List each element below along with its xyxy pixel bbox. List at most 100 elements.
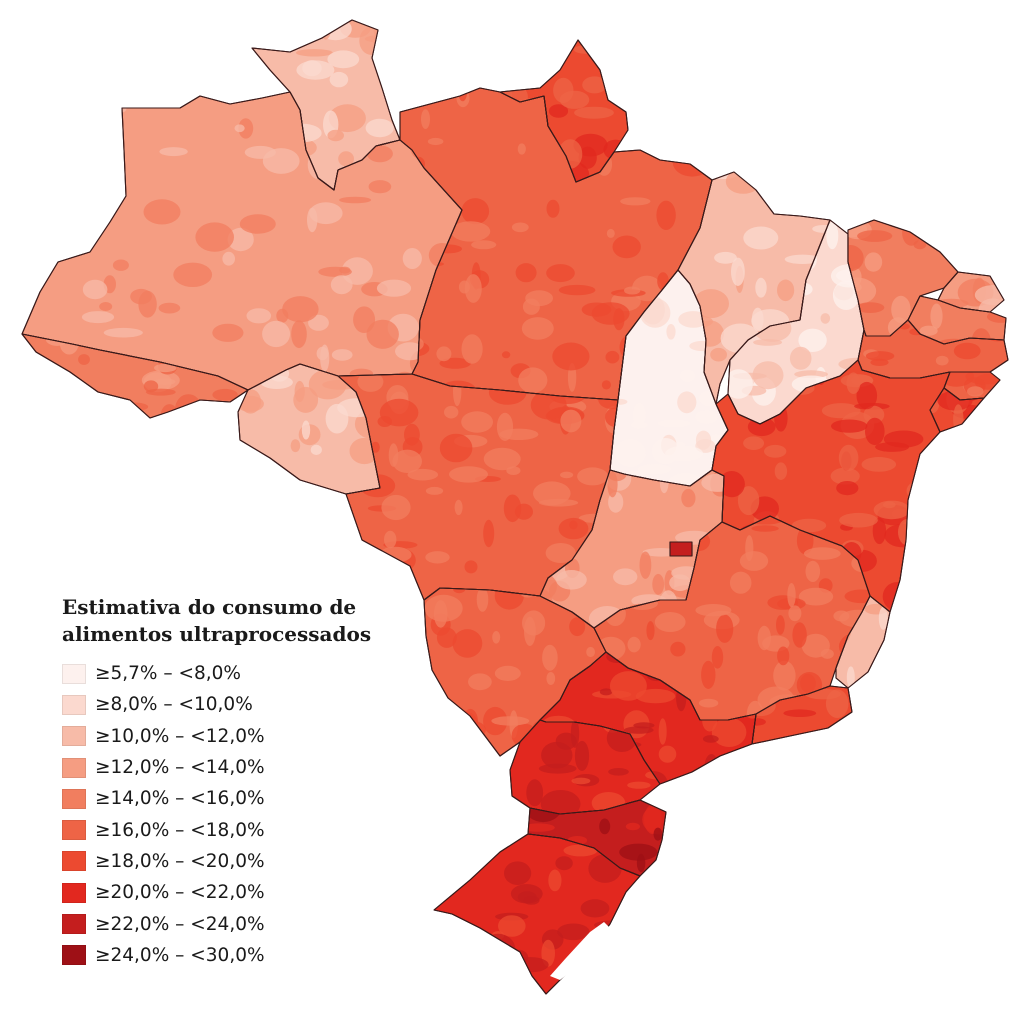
legend-label: ≥20,0% – <22,0% bbox=[95, 882, 265, 904]
municipality-patch bbox=[85, 123, 114, 130]
municipality-patch bbox=[404, 423, 420, 446]
municipality-patch bbox=[284, 20, 301, 26]
municipality-patch bbox=[159, 147, 188, 157]
municipality-patch bbox=[773, 660, 796, 691]
municipality-patch bbox=[558, 284, 596, 296]
municipality-patch bbox=[368, 180, 392, 194]
municipality-patch bbox=[439, 357, 471, 369]
municipality-patch bbox=[473, 836, 504, 845]
municipality-patch bbox=[831, 419, 868, 433]
municipality-patch bbox=[846, 666, 855, 688]
municipality-patch bbox=[444, 405, 459, 419]
municipality-patch bbox=[953, 404, 964, 432]
municipality-patch bbox=[624, 726, 654, 734]
municipality-patch bbox=[757, 625, 771, 651]
municipality-patch bbox=[468, 738, 478, 756]
municipality-patch bbox=[678, 311, 709, 328]
municipality-patch bbox=[898, 518, 918, 546]
municipality-patch bbox=[483, 447, 521, 471]
municipality-patch bbox=[558, 517, 589, 540]
municipality-patch bbox=[777, 646, 790, 666]
municipality-patch bbox=[42, 163, 71, 183]
municipality-patch bbox=[407, 468, 439, 481]
municipality-patch bbox=[195, 222, 234, 252]
municipality-patch bbox=[461, 334, 483, 364]
municipality-patches-SC bbox=[528, 800, 666, 874]
municipality-patch bbox=[356, 548, 377, 560]
municipality-patch bbox=[434, 874, 456, 898]
municipality-patch bbox=[637, 464, 672, 475]
municipality-patch bbox=[864, 252, 883, 272]
municipality-patch bbox=[556, 570, 587, 590]
legend-item: ≥8,0% – <10,0% bbox=[62, 689, 402, 720]
municipality-patch bbox=[338, 564, 357, 573]
municipality-patch bbox=[751, 525, 779, 532]
municipality-patch bbox=[352, 558, 370, 571]
municipality-patch bbox=[494, 665, 521, 682]
municipality-patch bbox=[878, 606, 888, 630]
municipality-patch bbox=[506, 466, 521, 475]
municipality-patch bbox=[882, 582, 911, 611]
municipality-patch bbox=[548, 104, 569, 118]
municipality-patch bbox=[627, 636, 641, 653]
municipality-patch bbox=[384, 530, 397, 549]
municipality-patch bbox=[310, 444, 322, 455]
border-AP bbox=[499, 39, 629, 183]
municipality-patch bbox=[825, 689, 849, 718]
municipality-patch bbox=[22, 128, 33, 135]
municipality-patch bbox=[936, 220, 958, 228]
municipality-patch bbox=[371, 441, 380, 453]
municipality-patch bbox=[545, 543, 576, 563]
municipality-patch bbox=[728, 369, 753, 399]
municipality-patch bbox=[646, 621, 655, 641]
municipality-patch bbox=[338, 151, 354, 167]
municipality-patch bbox=[789, 346, 812, 370]
municipality-patch bbox=[752, 718, 766, 726]
legend-title-line1: Estimativa do consumo de bbox=[62, 595, 357, 619]
municipality-patch bbox=[262, 148, 300, 174]
municipality-patch bbox=[656, 200, 676, 230]
municipality-patch bbox=[301, 420, 311, 440]
municipality-patch bbox=[883, 501, 896, 509]
municipality-patch bbox=[820, 313, 831, 324]
municipality-patch bbox=[658, 745, 677, 763]
municipality-patch bbox=[498, 915, 526, 937]
municipality-patch bbox=[716, 614, 734, 643]
municipality-patch bbox=[695, 410, 718, 424]
municipality-patch bbox=[380, 57, 396, 81]
municipality-patch bbox=[667, 472, 703, 486]
municipality-patch bbox=[788, 605, 802, 622]
municipality-patch bbox=[425, 486, 444, 495]
municipality-patch bbox=[433, 600, 448, 628]
municipality-patch bbox=[262, 320, 291, 348]
legend-swatch bbox=[62, 663, 86, 684]
municipality-patch bbox=[427, 137, 444, 146]
municipality-patch bbox=[160, 404, 179, 418]
municipality-patch bbox=[661, 121, 684, 137]
municipality-patch bbox=[434, 980, 450, 994]
municipality-patch bbox=[614, 979, 626, 994]
municipality-patch bbox=[639, 551, 652, 579]
municipality-patch bbox=[774, 462, 788, 481]
municipality-patch bbox=[499, 428, 539, 440]
municipality-patch bbox=[625, 822, 641, 831]
municipality-patch bbox=[794, 370, 828, 379]
legend-swatch bbox=[62, 914, 86, 935]
municipality-patch bbox=[153, 378, 176, 386]
legend-label: ≥12,0% – <14,0% bbox=[95, 757, 265, 779]
municipality-patch bbox=[935, 355, 949, 366]
municipality-patch bbox=[291, 320, 307, 349]
municipality-patch bbox=[239, 214, 276, 234]
municipality-patch bbox=[276, 308, 289, 323]
municipality-patch bbox=[714, 251, 737, 264]
municipality-patch bbox=[681, 488, 696, 508]
municipality-patch bbox=[830, 467, 860, 485]
municipality-patch bbox=[832, 280, 860, 310]
municipality-patch bbox=[934, 551, 950, 558]
municipality-patch bbox=[701, 660, 716, 690]
municipality-patch bbox=[331, 349, 353, 361]
legend-swatch bbox=[62, 726, 86, 747]
municipality-patch bbox=[856, 302, 885, 313]
municipality-patch bbox=[872, 517, 887, 545]
municipality-patch bbox=[476, 588, 489, 612]
